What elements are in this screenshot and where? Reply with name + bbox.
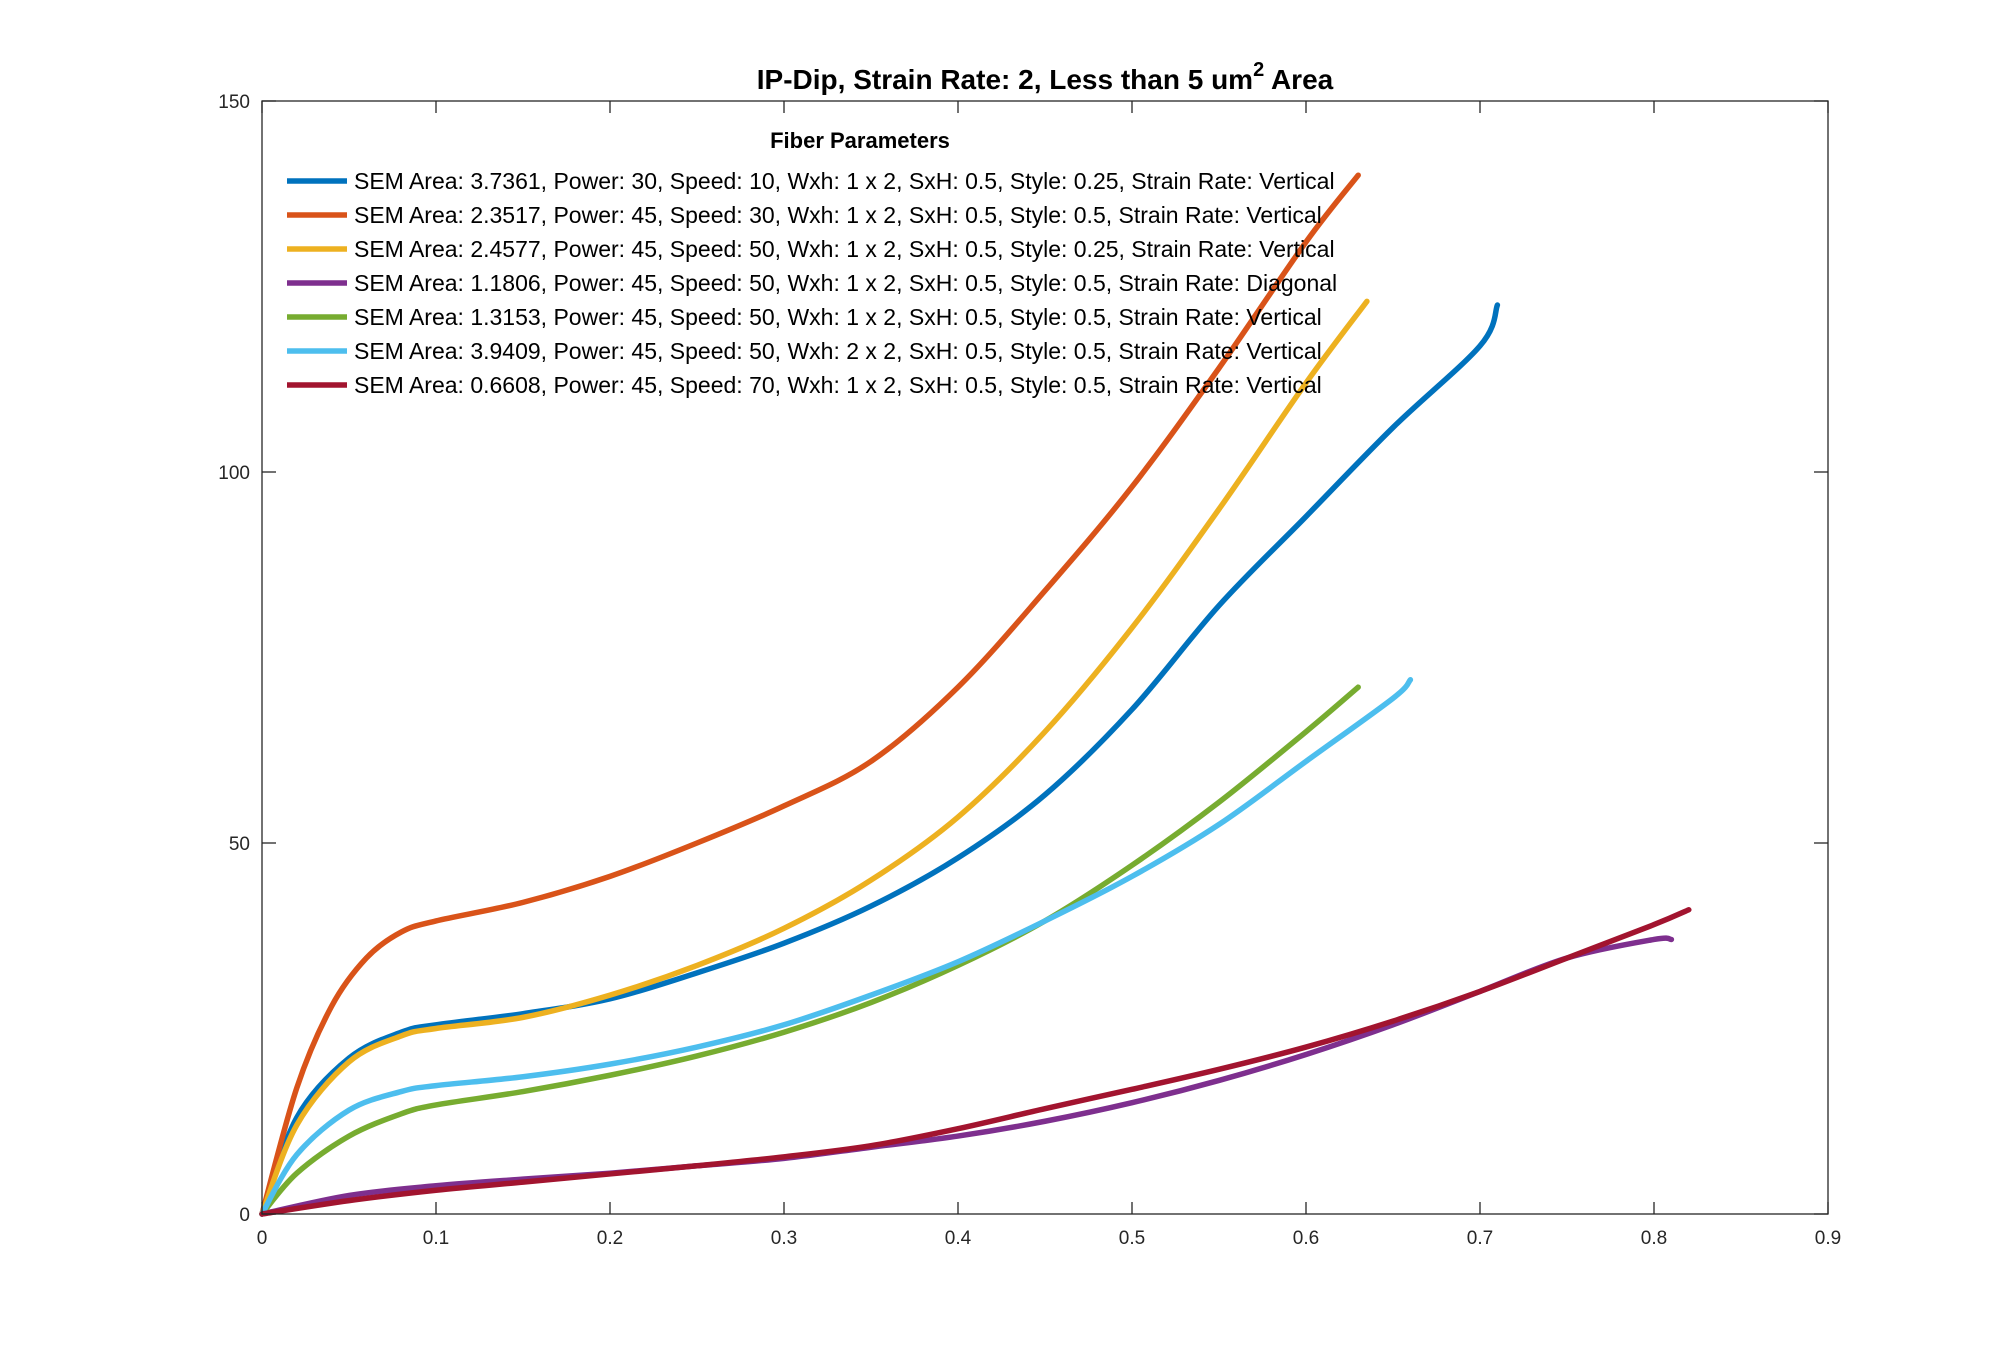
x-tick-label: 0.5: [1119, 1228, 1145, 1249]
series-line-5: [259, 684, 1361, 1217]
y-tick-label: 150: [218, 92, 250, 113]
x-tick-label: 0.8: [1641, 1228, 1667, 1249]
chart-title-superscript: 2: [1253, 59, 1264, 81]
legend-label-2: SEM Area: 2.3517, Power: 45, Speed: 30, …: [354, 202, 1322, 228]
legend-label-6: SEM Area: 3.9409, Power: 45, Speed: 50, …: [354, 338, 1322, 364]
series-line-7: [259, 907, 1692, 1217]
x-tick-label: 0.2: [597, 1228, 623, 1249]
x-tick-label: 0.1: [423, 1228, 449, 1249]
legend-label-7: SEM Area: 0.6608, Power: 45, Speed: 70, …: [354, 372, 1322, 398]
legend-label-4: SEM Area: 1.1806, Power: 45, Speed: 50, …: [354, 270, 1337, 296]
chart-title-suffix: Area: [1264, 64, 1333, 95]
series-line-1: [259, 302, 1501, 1217]
legend-title: Fiber Parameters: [770, 128, 950, 153]
chart-title: IP-Dip, Strain Rate: 2, Less than 5 um2 …: [757, 59, 1334, 95]
series-line-6: [259, 677, 1414, 1217]
y-tick-label: 0: [239, 1205, 250, 1226]
series-line-2: [259, 172, 1361, 1217]
x-tick-label: 0.7: [1467, 1228, 1493, 1249]
plot-area: [262, 101, 1828, 1214]
legend-label-1: SEM Area: 3.7361, Power: 30, Speed: 10, …: [354, 168, 1335, 194]
y-tick-label: 100: [218, 463, 250, 484]
axes-box: [261, 100, 1829, 1215]
series-line-3: [259, 298, 1370, 1217]
x-tick-label: 0: [257, 1228, 268, 1249]
x-axis: 0 0.1 0.2 0.3 0.4 0.5 0.6 0.7 0.8 0.9: [257, 101, 1841, 1249]
y-tick-label: 50: [229, 834, 250, 855]
chart-title-main: IP-Dip, Strain Rate: 2, Less than 5 um: [757, 64, 1253, 95]
x-tick-label: 0.9: [1815, 1228, 1841, 1249]
x-tick-label: 0.3: [771, 1228, 797, 1249]
legend: Fiber Parameters SEM Area: 3.7361, Power…: [287, 128, 1337, 398]
legend-label-3: SEM Area: 2.4577, Power: 45, Speed: 50, …: [354, 236, 1335, 262]
x-tick-label: 0.4: [945, 1228, 972, 1249]
legend-label-5: SEM Area: 1.3153, Power: 45, Speed: 50, …: [354, 304, 1322, 330]
x-tick-label: 0.6: [1293, 1228, 1319, 1249]
y-axis: 0 50 100 150: [218, 92, 1828, 1226]
series-layer: [259, 172, 1692, 1217]
